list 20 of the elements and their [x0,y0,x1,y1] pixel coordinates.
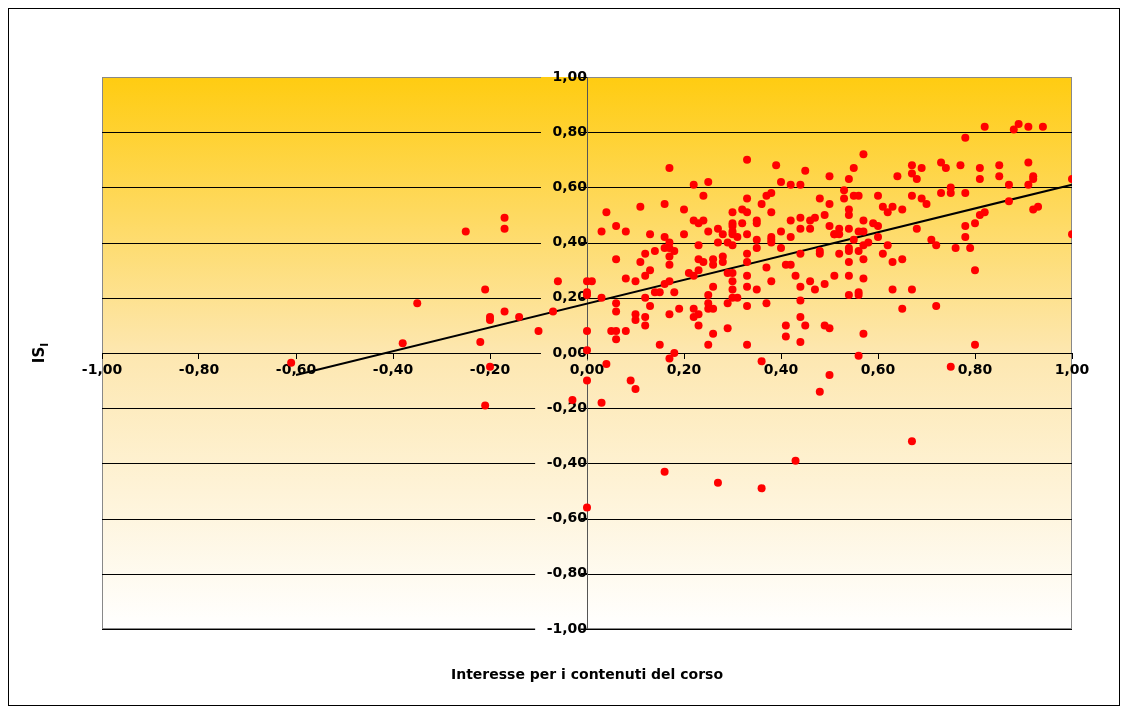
x-tick-label: -0,80 [178,361,220,378]
y-axis-title: ISI [29,342,50,364]
x-tick-label: -0,40 [372,361,414,378]
y-tick-label: -0,20 [546,398,588,415]
x-tick-label: 0,40 [763,361,799,378]
y-tick-label: -0,40 [546,454,588,471]
x-tick-label: 0,80 [957,361,993,378]
y-tick-label: 0,60 [552,178,588,195]
x-tick-label: -0,20 [469,361,511,378]
x-tick-label: 0,20 [666,361,702,378]
x-tick-label: 0,60 [860,361,896,378]
x-axis-title: Interesse per i contenuti del corso [450,665,724,682]
x-tick-label: 1,00 [1054,361,1090,378]
y-tick-label: -0,60 [546,509,588,526]
y-tick-label: 0,80 [552,122,588,139]
x-tick-label: 0,00 [569,361,605,378]
x-tick-label: -1,00 [81,361,123,378]
y-tick-label: -0,80 [546,564,588,581]
y-tick-label: 0,40 [552,233,588,250]
y-tick-label: -1,00 [546,619,588,636]
